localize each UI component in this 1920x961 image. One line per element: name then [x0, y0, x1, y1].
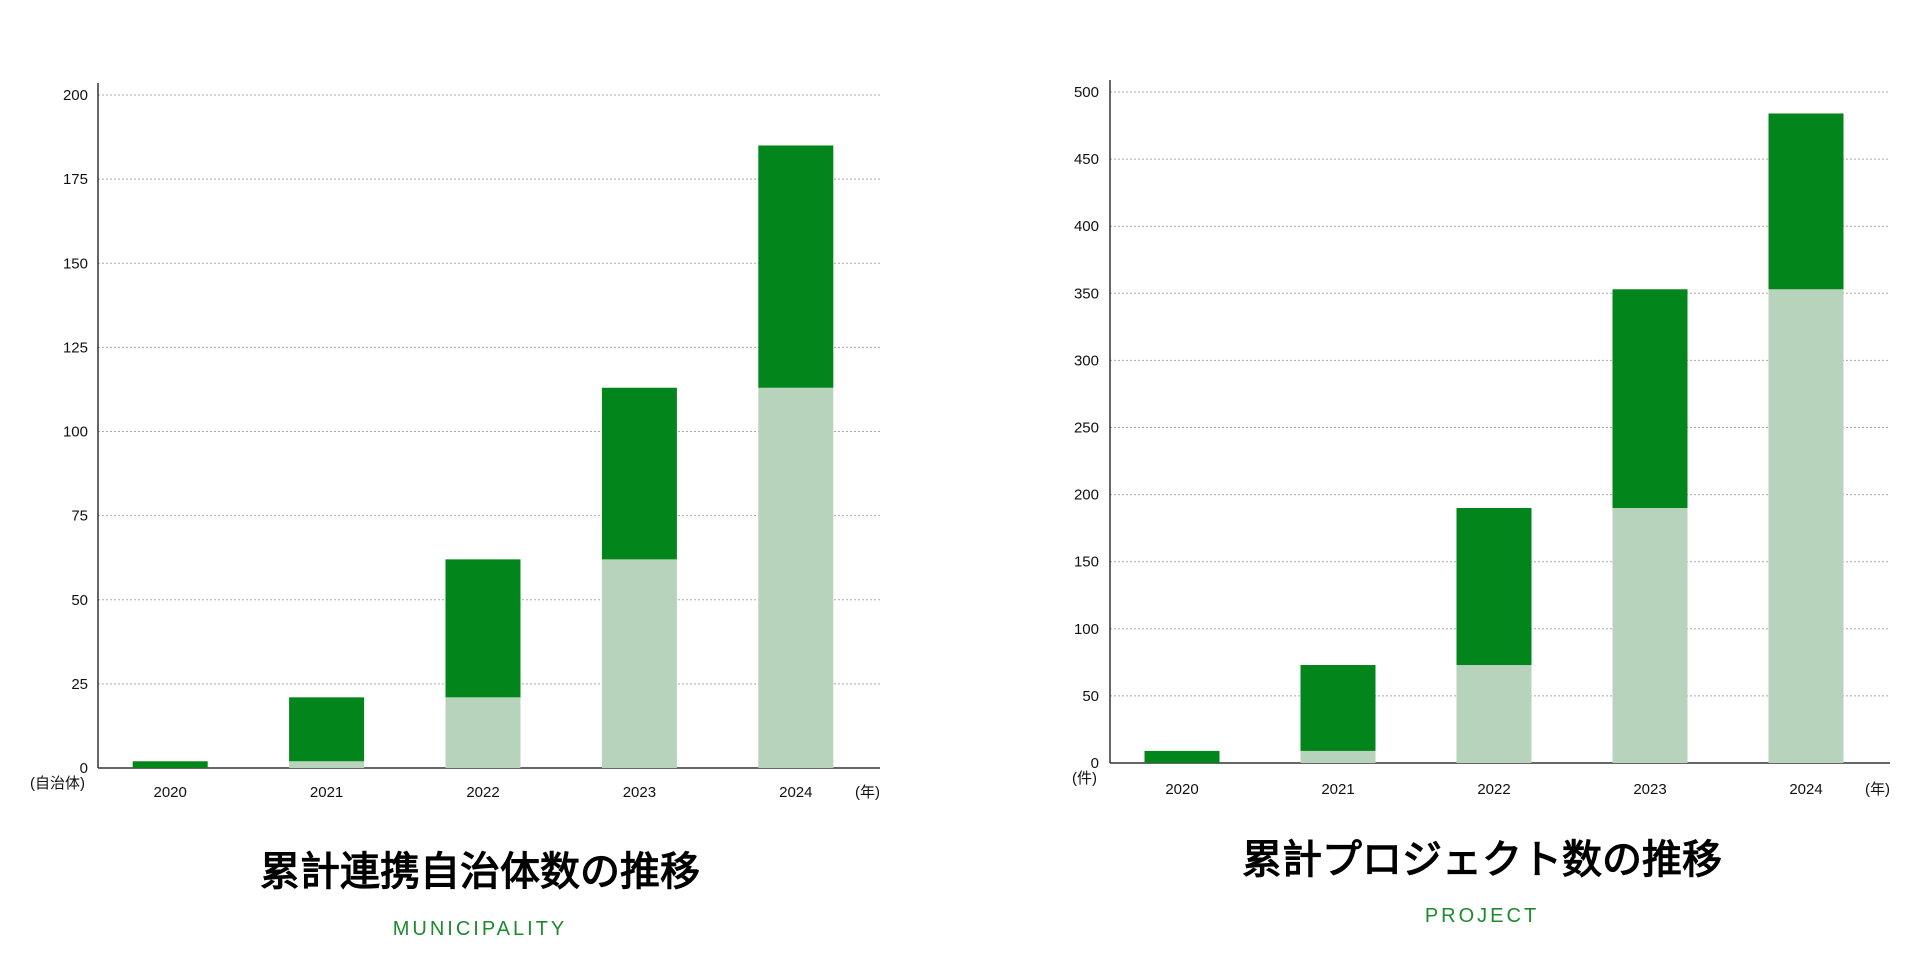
bar-new-2021	[289, 697, 365, 762]
y-tick-label: 50	[71, 592, 88, 609]
bar-new-2021	[1300, 665, 1376, 751]
y-unit-label: (件)	[1072, 770, 1097, 787]
bar-previous-2022	[445, 697, 521, 768]
x-tick-label: 2023	[1633, 781, 1666, 798]
y-tick-label: 500	[1074, 84, 1099, 101]
y-tick-label: 175	[63, 171, 88, 188]
y-tick-label: 75	[71, 508, 88, 525]
y-tick-label: 100	[63, 424, 88, 441]
y-tick-label: 150	[63, 255, 88, 272]
bar-new-2022	[445, 559, 521, 698]
x-unit-label: (年)	[1865, 781, 1890, 798]
bar-new-2020	[1144, 750, 1220, 763]
y-tick-label: 450	[1074, 151, 1099, 168]
bar-previous-2024	[1768, 289, 1844, 763]
bar-previous-2023	[601, 559, 677, 768]
x-tick-label: 2022	[1477, 781, 1510, 798]
chart-subtitle: PROJECT	[1425, 905, 1539, 927]
x-tick-label: 2021	[1321, 781, 1354, 798]
bar-new-2024	[758, 145, 834, 388]
y-tick-label: 150	[1074, 554, 1099, 571]
y-tick-label: 250	[1074, 420, 1099, 437]
y-tick-label: 50	[1082, 688, 1099, 705]
bar-previous-2021	[1300, 750, 1376, 763]
y-tick-label: 0	[1091, 755, 1099, 772]
x-tick-label: 2020	[154, 784, 187, 801]
project-chart: 0 50 100 150 200 250 300 350 400 450 500 2020 2021 20…	[1072, 80, 1890, 927]
bar-new-2024	[1768, 113, 1844, 290]
bar-previous-2024	[758, 387, 834, 768]
x-tick-label: 2023	[623, 784, 656, 801]
y-tick-label: 200	[63, 87, 88, 104]
x-tick-label: 2024	[779, 784, 812, 801]
bar-new-2020	[132, 761, 208, 768]
bar-new-2022	[1456, 508, 1532, 666]
chart-subtitle: MUNICIPALITY	[393, 918, 568, 940]
y-tick-label: 350	[1074, 285, 1099, 302]
bar-new-2023	[601, 387, 677, 560]
chart-title: 累計連携自治体数の推移	[260, 849, 700, 895]
bar-previous-2021	[289, 761, 365, 768]
x-tick-label: 2020	[1165, 781, 1198, 798]
y-tick-label: 200	[1074, 487, 1099, 504]
y-tick-label: 300	[1074, 352, 1099, 369]
municipality-chart: 0 25 50 75 100 125 150 175 200 2020 2021 2022 2023 20…	[30, 83, 880, 940]
x-unit-label: (年)	[855, 784, 880, 801]
x-tick-label: 2022	[466, 784, 499, 801]
x-tick-label: 2021	[310, 784, 343, 801]
y-tick-label: 100	[1074, 621, 1099, 638]
y-unit-label: (自治体)	[30, 775, 85, 792]
x-tick-label: 2024	[1789, 781, 1822, 798]
bar-previous-2022	[1456, 665, 1532, 763]
bar-previous-2023	[1612, 508, 1688, 763]
chart-title: 累計プロジェクト数の推移	[1242, 837, 1722, 883]
y-tick-label: 0	[80, 760, 88, 777]
y-tick-label: 25	[71, 676, 88, 693]
bar-new-2023	[1612, 289, 1688, 509]
y-tick-label: 400	[1074, 218, 1099, 235]
y-tick-label: 125	[63, 339, 88, 356]
